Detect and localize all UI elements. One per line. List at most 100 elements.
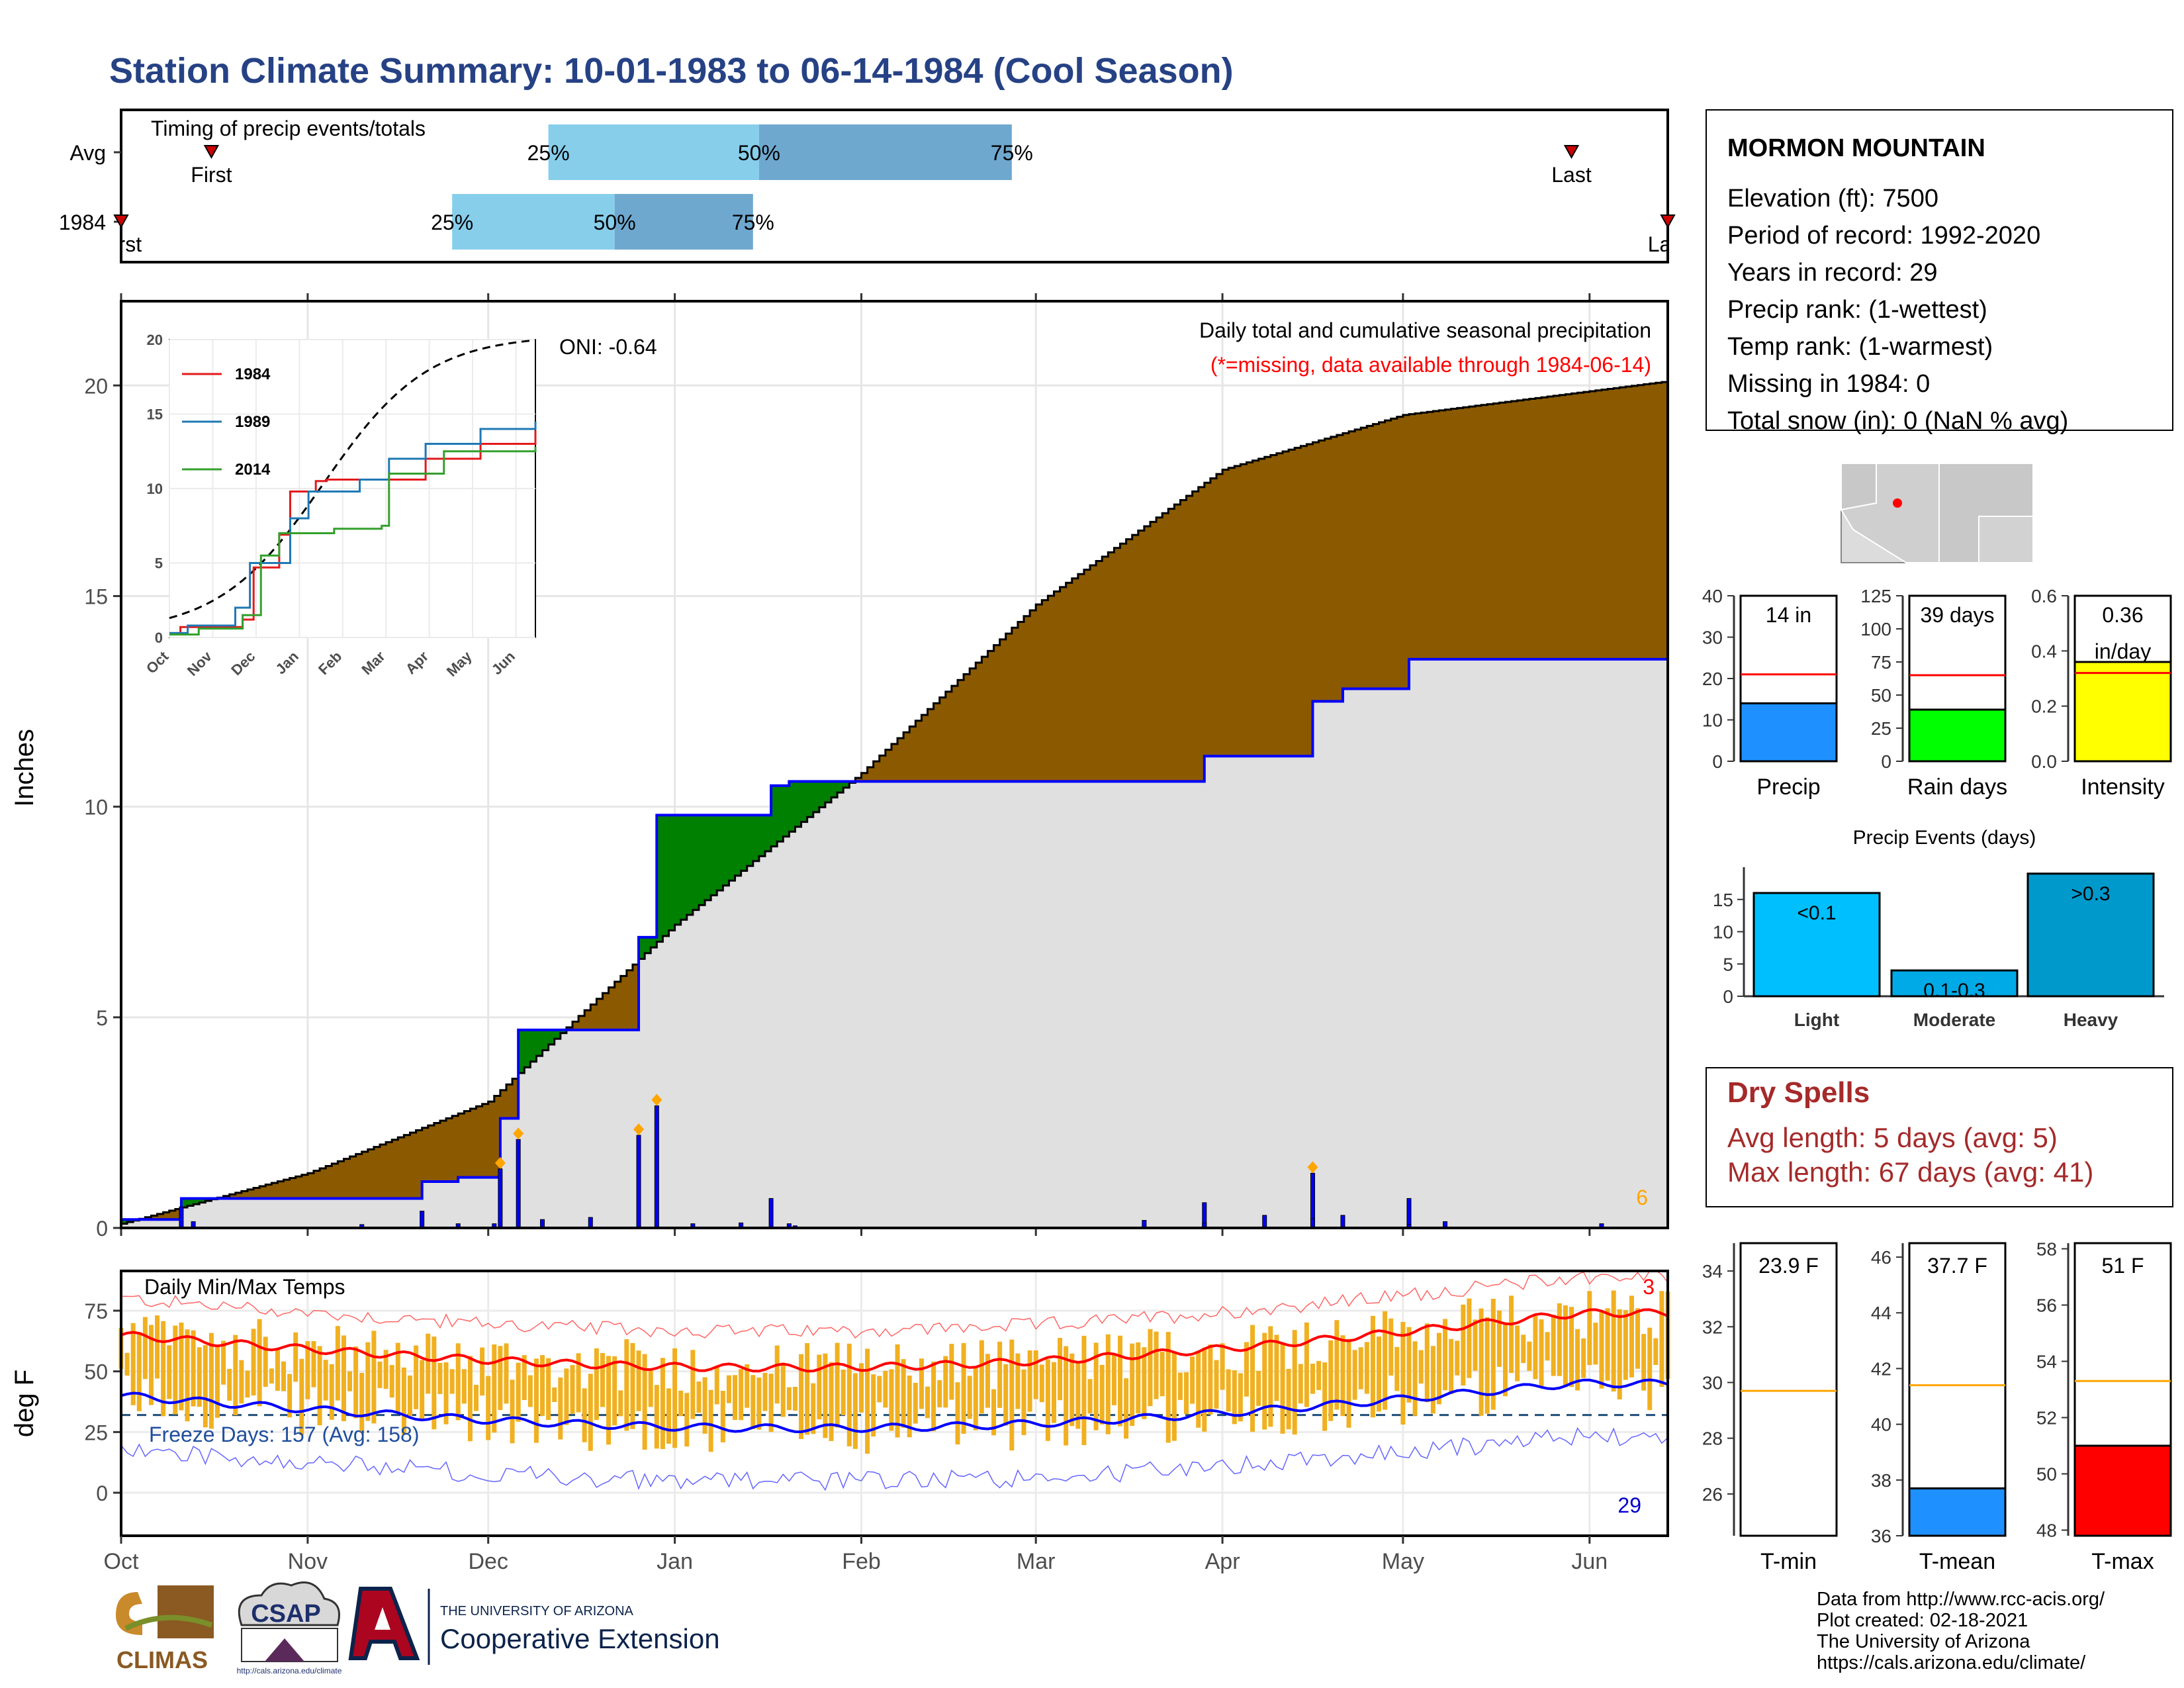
timing-box-25-50	[548, 124, 759, 180]
temp-summary-tick-label: 32	[1702, 1317, 1723, 1337]
daily-temp-bar	[1659, 1291, 1664, 1387]
mini-tick-label: 30	[1702, 628, 1723, 648]
daily-precip-bar	[1262, 1215, 1267, 1229]
climas-text: CLIMAS	[116, 1646, 208, 1673]
daily-temp-bar	[1136, 1342, 1141, 1414]
timing-row-label: 1984	[59, 211, 106, 234]
daily-temp-bar	[540, 1355, 545, 1416]
daily-temp-bar	[208, 1333, 214, 1429]
inset-ytick-label: 20	[147, 332, 163, 348]
daily-temp-bar	[949, 1344, 954, 1400]
daily-temp-bar	[414, 1345, 419, 1409]
daily-temp-bar	[1171, 1352, 1177, 1441]
daily-temp-bar	[1250, 1325, 1255, 1432]
record-max-line	[120, 1270, 1668, 1339]
daily-temp-bar	[1160, 1352, 1165, 1397]
temp-summary-value-label: 37.7 F	[1927, 1254, 1987, 1278]
mini-tick-label: 20	[1702, 669, 1723, 689]
daily-temp-bar	[648, 1370, 653, 1407]
daily-temp-bar	[1064, 1346, 1069, 1446]
events-tick-label: 10	[1713, 922, 1733, 943]
daily-precip-bar	[1406, 1197, 1412, 1229]
footer-line: Plot created: 02-18-2021	[1817, 1610, 2028, 1631]
daily-temp-bar	[1467, 1298, 1472, 1378]
precip-ylabel: Inches	[10, 729, 39, 807]
station-info-line: Total snow (in): 0 (NaN % avg)	[1727, 407, 2068, 435]
mini-tick-label: 10	[1702, 710, 1723, 731]
daily-temp-bar	[161, 1321, 166, 1417]
last-event-label: Last	[1551, 163, 1592, 187]
daily-temp-bar	[480, 1347, 485, 1396]
above-average-area	[121, 781, 856, 1224]
daily-temp-bar	[600, 1352, 605, 1407]
daily-temp-bar	[426, 1333, 431, 1394]
daily-temp-bar	[1244, 1342, 1249, 1397]
daily-temp-bar	[1298, 1364, 1303, 1404]
daily-temp-bar	[449, 1369, 455, 1394]
station-location-dot	[1893, 498, 1902, 508]
event-bar-moderate	[1890, 969, 2019, 998]
event-category-label: Heavy	[2064, 1009, 2118, 1030]
daily-temp-bar	[1509, 1295, 1514, 1374]
month-axis: Oct Nov Dec Jan Feb Mar Apr May Jun	[104, 1536, 1608, 1574]
daily-temp-bar	[955, 1382, 960, 1445]
daily-temp-bar	[1406, 1327, 1412, 1403]
daily-temp-bar	[1154, 1331, 1159, 1399]
daily-temp-bar	[1527, 1341, 1532, 1371]
daily-temp-bar	[179, 1322, 184, 1411]
daily-temp-bar	[420, 1360, 425, 1421]
daily-temp-bar	[913, 1383, 918, 1424]
daily-temp-bar	[768, 1374, 774, 1432]
daily-temp-bar	[136, 1332, 142, 1411]
footer-line: The University of Arizona	[1817, 1631, 2030, 1652]
daily-temp-bar	[1081, 1335, 1087, 1446]
daily-temp-bar	[371, 1331, 377, 1424]
daily-temp-bar	[774, 1345, 780, 1404]
timing-row-label: Avg	[69, 141, 106, 165]
temp-summary-tick-label: 26	[1702, 1484, 1723, 1505]
inset-ytick-label: 0	[155, 630, 163, 646]
daily-precip-bar	[498, 1168, 503, 1229]
daily-temp-bar	[1358, 1347, 1363, 1389]
heavy-precip-marker	[494, 1156, 506, 1169]
temp-summary-tick-label: 42	[1871, 1358, 1891, 1379]
timing-box-25-50	[452, 194, 615, 250]
daily-temp-bar	[347, 1371, 353, 1391]
mini-value-label: 14 in	[1766, 603, 1811, 627]
daily-temp-bar	[263, 1336, 268, 1387]
mini-tick-label: 40	[1702, 586, 1723, 606]
daily-temp-bar	[1111, 1354, 1116, 1405]
daily-temp-bar	[1370, 1315, 1375, 1418]
daily-temp-bar	[739, 1369, 744, 1421]
daily-temp-bar	[130, 1323, 136, 1405]
daily-temp-bar	[1220, 1343, 1225, 1390]
precip-note: Daily total and cumulative seasonal prec…	[1199, 318, 1651, 342]
daily-temp-bar	[630, 1342, 635, 1429]
temp-summary-tick-label: 38	[1871, 1470, 1891, 1491]
daily-temp-bar	[684, 1393, 690, 1447]
daily-temp-bar	[733, 1375, 738, 1421]
daily-temp-bar	[1184, 1372, 1189, 1415]
daily-temp-bar	[251, 1329, 256, 1396]
daily-temp-bar	[925, 1386, 931, 1419]
heavy-precip-marker	[633, 1123, 645, 1135]
first-event-label: First	[191, 163, 232, 187]
month-label: Apr	[1205, 1549, 1240, 1574]
precip-count: 6	[1636, 1186, 1648, 1209]
daily-temp-bar	[1340, 1335, 1345, 1417]
daily-temp-bar	[287, 1374, 293, 1418]
daily-precip-bar	[654, 1105, 659, 1229]
mini-value-bar	[2073, 661, 2172, 763]
daily-temp-bar	[1087, 1379, 1093, 1414]
daily-temp-bar	[148, 1325, 154, 1405]
inset-average-line	[169, 339, 536, 620]
daily-temp-bar	[690, 1350, 696, 1419]
cold-count: 29	[1617, 1493, 1641, 1517]
daily-temp-bar	[1177, 1372, 1183, 1400]
daily-temp-bar	[335, 1326, 340, 1401]
daily-temp-bar	[852, 1373, 858, 1449]
daily-temp-bar	[979, 1340, 984, 1414]
daily-temp-bar	[780, 1362, 786, 1417]
daily-temp-bar	[1557, 1303, 1562, 1376]
events-tick-label: 5	[1723, 954, 1733, 974]
